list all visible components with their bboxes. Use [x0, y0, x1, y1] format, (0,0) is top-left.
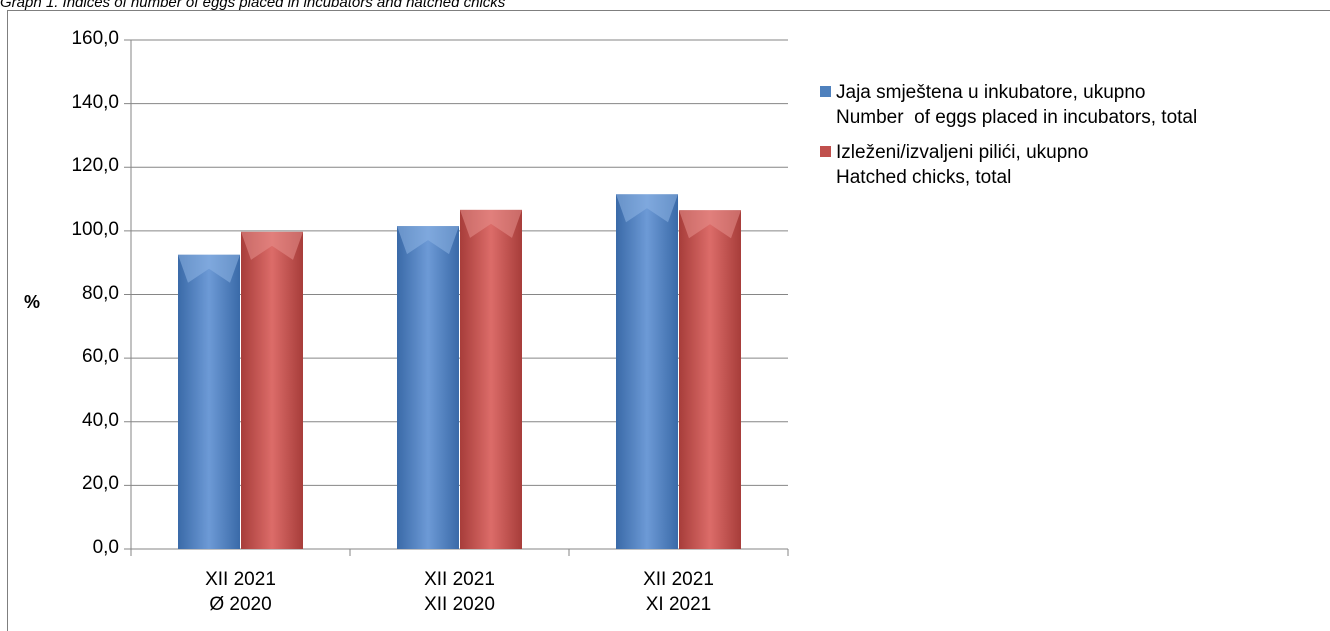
bar-chicks [241, 231, 303, 549]
bar-bevel [616, 194, 678, 223]
legend-label: Hatched chicks, total [836, 167, 1012, 188]
bar-bevel [397, 226, 459, 255]
x-tick-label: XII 2021 XI 2021 [643, 569, 714, 615]
legend-swatch [820, 86, 831, 97]
bar-chicks [679, 210, 741, 549]
y-tick-label: 160,0 [71, 28, 119, 49]
bars [178, 194, 741, 549]
bar-eggs [397, 226, 459, 549]
x-tick-label: XII 2021 Ø 2020 [205, 569, 276, 615]
legend-label: Jaja smještena u inkubatore, ukupno [836, 82, 1146, 103]
chart-caption: Graph 1. Indices of number of eggs place… [0, 0, 506, 11]
y-tick-label: 60,0 [82, 346, 119, 368]
y-tick-label: 40,0 [82, 409, 119, 431]
bar-bevel [178, 254, 240, 283]
bar-bevel [679, 210, 741, 239]
bar-eggs [178, 254, 240, 549]
bar-chicks [460, 209, 522, 549]
y-tick-label: 20,0 [82, 473, 119, 495]
chart-frame [7, 10, 1330, 631]
gridlines [131, 39, 788, 550]
bar-bevel [460, 209, 522, 238]
legend-label: Izleženi/izvaljeni pilići, ukupno [836, 142, 1089, 163]
axes [124, 39, 789, 556]
y-tick-label: 120,0 [71, 155, 119, 177]
bar-eggs [616, 194, 678, 549]
x-tick-label: XII 2021 XII 2020 [424, 569, 495, 615]
legend: Jaja smještena u inkubatore, ukupno Numbe… [820, 80, 1197, 200]
y-tick-label: 0,0 [92, 537, 119, 558]
legend-swatch [820, 146, 831, 157]
y-axis-label: % [24, 292, 41, 312]
legend-label: Number of eggs placed in incubators, tot… [836, 107, 1198, 128]
y-tick-label: 80,0 [82, 282, 119, 304]
y-tick-label: 140,0 [71, 91, 119, 113]
bar-bevel [241, 231, 303, 260]
legend-item: Izleženi/izvaljeni pilići, ukupno Hatched… [820, 140, 1197, 190]
legend-item: Jaja smještena u inkubatore, ukupno Numbe… [820, 80, 1197, 130]
y-tick-label: 100,0 [71, 218, 119, 240]
